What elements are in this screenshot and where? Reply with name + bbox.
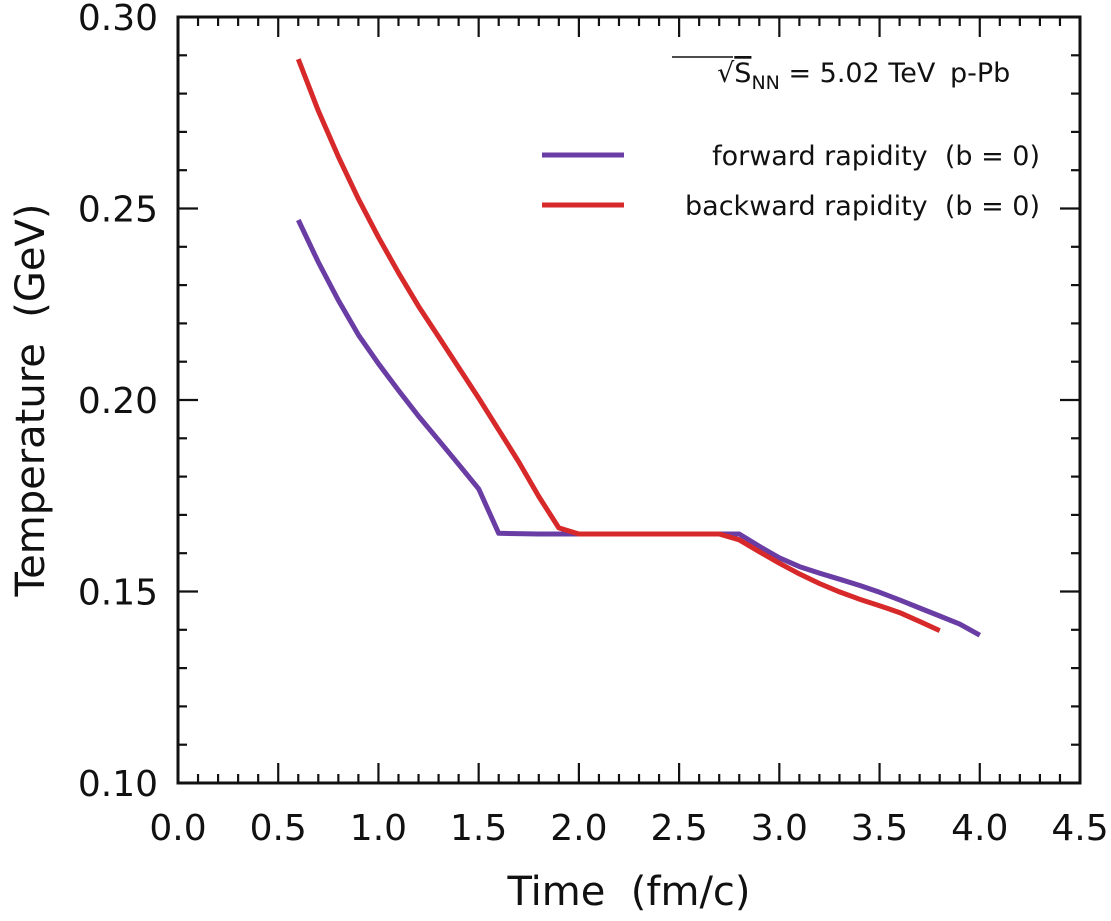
y-tick-label: 0.20 [78,381,158,422]
tick-labels-layer: 0.0 0.5 1.0 1.5 2.0 2.5 3.0 3.5 4.0 4.5 0.10 0.15 0.… [78,0,1109,849]
y-tick-label: 0.30 [78,0,158,39]
x-tick-label: 3.5 [851,808,908,849]
series-line-forward-rapidity [296,218,982,638]
s-label: S [734,58,751,89]
svg-text:√SNN = 5.02 TeV: √SNN = 5.02 TeV [657,58,978,94]
ticks-layer [176,15,1082,785]
x-tick-label: 2.0 [550,808,607,849]
x-tick-label: 2.5 [650,808,707,849]
x-axis-title: Time (fm/c) [506,869,750,915]
plot-frame [176,15,1082,785]
x-tick-label: 0.5 [250,808,307,849]
energy-annotation: √SNN = 5.02 TeV p-Pb [657,56,1010,94]
collision-system-label: p-Pb [950,58,1010,89]
legend-label-backward: backward rapidity (b = 0) [685,191,1040,222]
legend: forward rapidity (b = 0) backward rapidi… [542,141,1040,222]
x-tick-label: 4.5 [1051,808,1108,849]
x-tick-label: 3.0 [751,808,808,849]
series-line-backward-rapidity [295,58,941,633]
x-tick-label: 4.0 [951,808,1008,849]
y-axis-title: Temperature (GeV) [8,204,54,598]
energy-label: = 5.02 TeV [780,58,936,89]
x-tick-label: 1.5 [450,808,507,849]
sqrt-symbol: √ [717,58,735,89]
legend-item-backward: backward rapidity (b = 0) [542,191,1040,222]
legend-label-forward: forward rapidity (b = 0) [712,141,1040,172]
series-layer [295,58,982,638]
y-tick-label: 0.10 [78,764,158,805]
y-tick-label: 0.15 [78,573,158,614]
legend-item-forward: forward rapidity (b = 0) [542,141,1040,172]
y-tick-label: 0.25 [78,190,158,231]
x-tick-label: 0.0 [149,808,206,849]
s-subscript: NN [751,72,779,94]
x-tick-label: 1.0 [350,808,407,849]
